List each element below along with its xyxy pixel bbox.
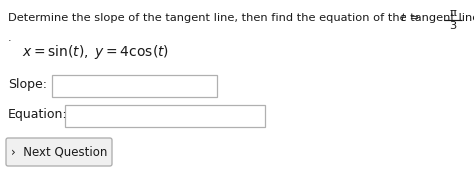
Text: ›  Next Question: › Next Question <box>11 145 107 159</box>
Text: t: t <box>400 13 404 23</box>
FancyBboxPatch shape <box>52 75 217 97</box>
Text: $x = \sin(t),\; y = 4\cos(t)$: $x = \sin(t),\; y = 4\cos(t)$ <box>22 43 169 61</box>
Text: =: = <box>406 13 423 23</box>
FancyBboxPatch shape <box>65 105 265 127</box>
Text: π: π <box>449 8 456 18</box>
Text: Equation:: Equation: <box>8 108 68 121</box>
Text: 3: 3 <box>449 21 456 31</box>
Text: Determine the slope of the tangent line, then find the equation of the tangent l: Determine the slope of the tangent line,… <box>8 13 474 23</box>
FancyBboxPatch shape <box>6 138 112 166</box>
Text: .: . <box>8 33 12 43</box>
Text: Slope:: Slope: <box>8 78 47 91</box>
